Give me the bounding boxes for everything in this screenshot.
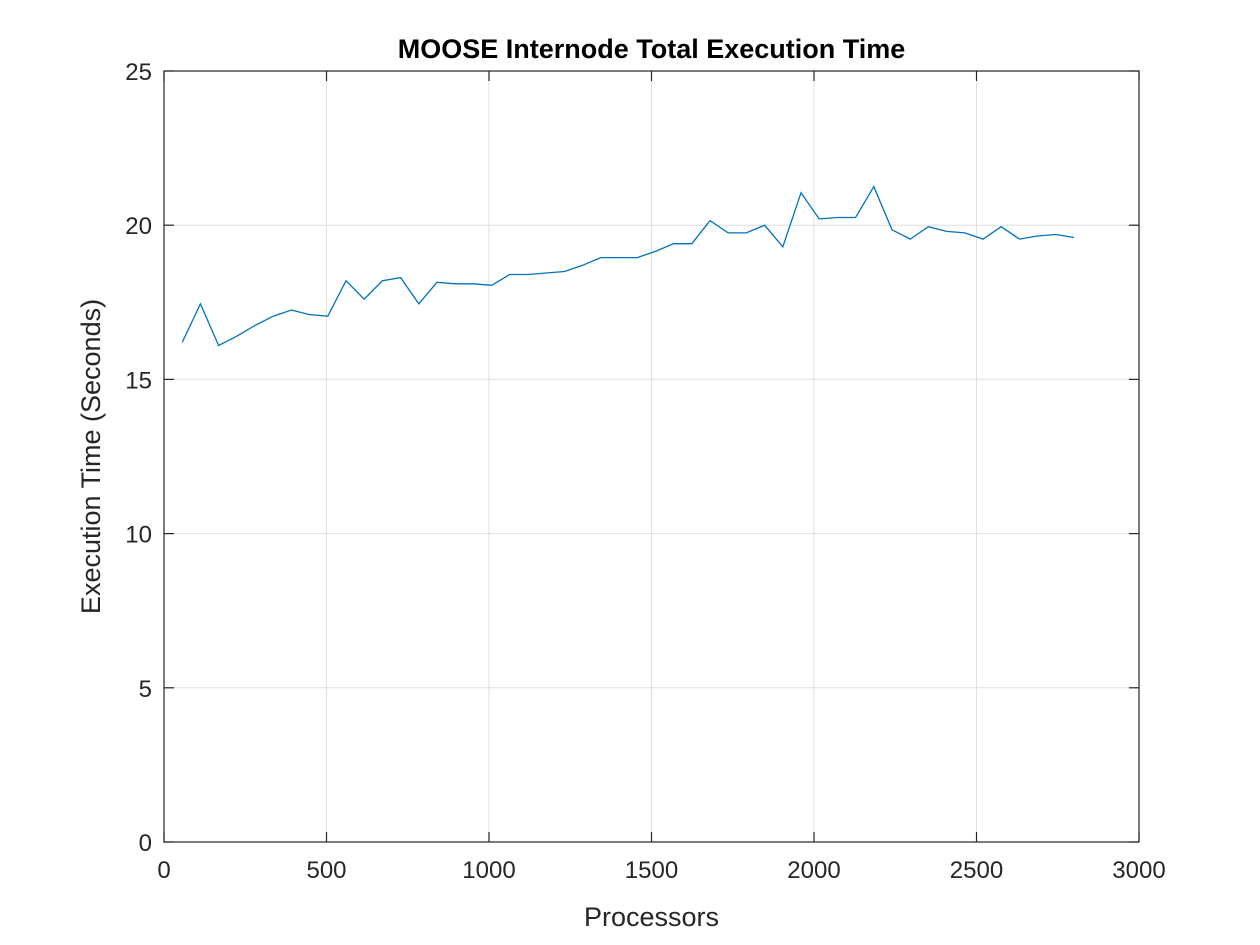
y-tick-label: 15 xyxy=(125,367,152,394)
x-tick-label: 1500 xyxy=(625,857,678,884)
x-tick-label: 500 xyxy=(306,857,346,884)
y-tick-label: 5 xyxy=(139,676,152,703)
tick-marks xyxy=(163,70,1140,843)
y-tick-label: 25 xyxy=(125,59,152,86)
y-tick-label: 20 xyxy=(125,213,152,240)
grid-lines xyxy=(164,71,1139,842)
y-tick-label: 0 xyxy=(139,830,152,857)
chart-title: MOOSE Internode Total Execution Time xyxy=(398,34,906,64)
y-tick-label: 10 xyxy=(125,522,152,549)
y-tick-labels: 0 5 10 15 20 25 xyxy=(125,59,152,857)
y-axis-label: Execution Time (Seconds) xyxy=(76,299,106,614)
series-line xyxy=(181,185,1075,347)
x-tick-label: 2000 xyxy=(787,857,840,884)
x-tick-label: 1000 xyxy=(462,857,515,884)
x-tick-label: 2500 xyxy=(950,857,1003,884)
x-tick-label: 0 xyxy=(157,857,170,884)
x-axis-label: Processors xyxy=(584,902,719,932)
x-tick-labels: 0 500 1000 1500 2000 2500 3000 xyxy=(157,857,1165,884)
x-tick-label: 3000 xyxy=(1112,857,1165,884)
series-group xyxy=(181,185,1075,347)
